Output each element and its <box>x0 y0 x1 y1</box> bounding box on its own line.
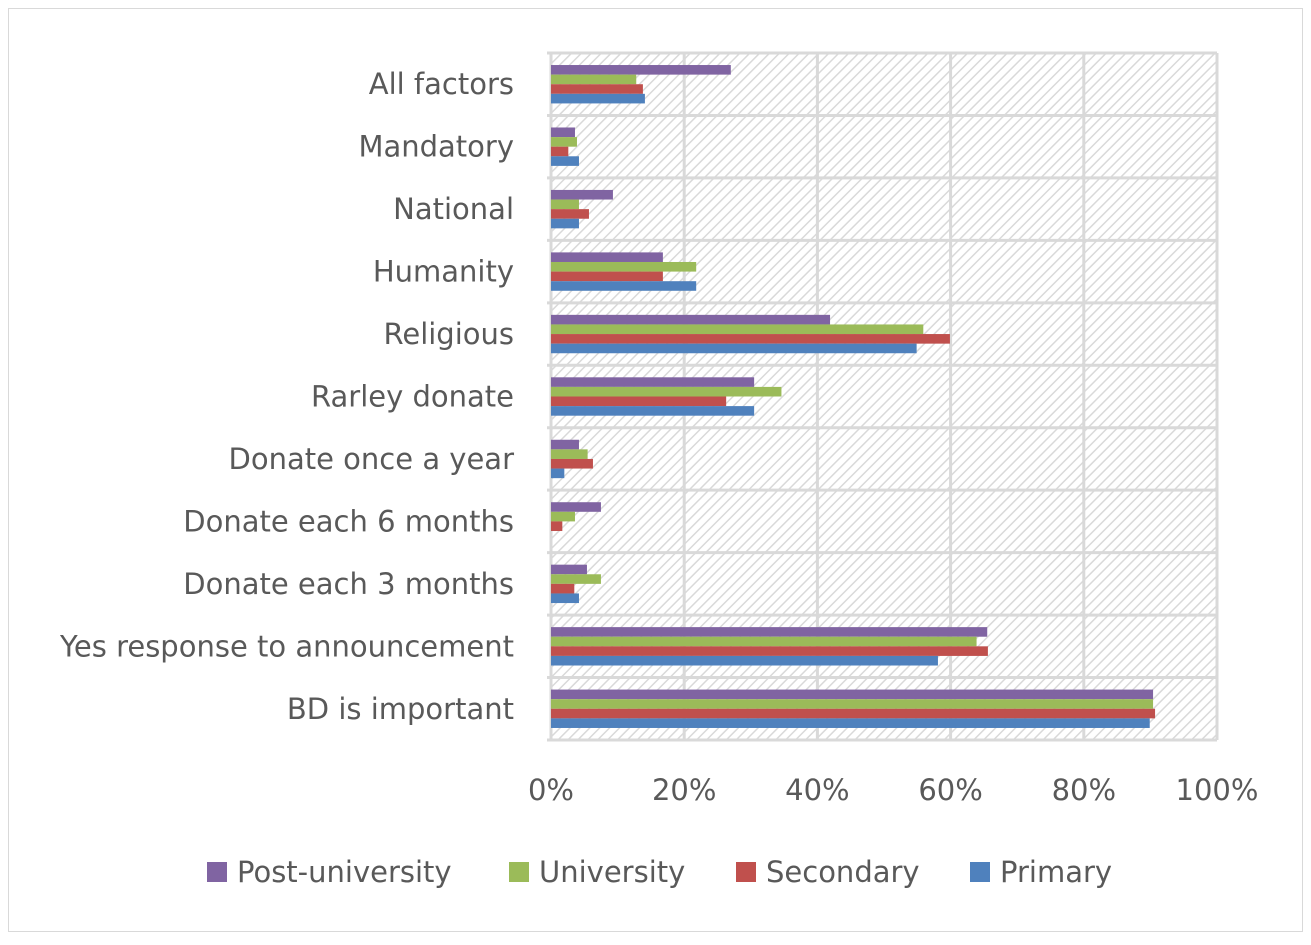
category-label: BD is important <box>287 692 514 726</box>
x-tick-label: 60% <box>918 773 982 807</box>
x-tick-label: 20% <box>652 773 716 807</box>
legend-label: Post-university <box>237 855 452 889</box>
bar-secondary <box>551 521 563 532</box>
category-label: Donate once a year <box>229 442 515 476</box>
bar-primary <box>551 93 645 104</box>
bar-university <box>551 137 577 147</box>
bar-university <box>551 574 601 584</box>
bar-post-university <box>551 377 755 387</box>
bar-university <box>551 699 1154 709</box>
legend-swatch <box>736 862 756 882</box>
legend-label: University <box>539 855 685 889</box>
bar-university <box>551 511 575 522</box>
bar-secondary <box>551 146 569 157</box>
bar-primary <box>551 718 1150 728</box>
bar-university <box>551 636 977 647</box>
bar-secondary <box>551 271 663 282</box>
bar-primary <box>551 468 565 479</box>
legend-swatch <box>509 862 529 882</box>
bar-secondary <box>551 84 643 94</box>
bar-primary <box>551 655 938 666</box>
category-label: Rarley donate <box>311 380 514 414</box>
legend-swatch <box>207 862 227 882</box>
bar-university <box>551 199 579 210</box>
x-tick-label: 80% <box>1052 773 1116 807</box>
bar-post-university <box>551 439 579 450</box>
bar-secondary <box>551 646 988 656</box>
bar-university <box>551 74 637 85</box>
bar-post-university <box>551 65 731 75</box>
bar-primary <box>551 406 755 416</box>
bar-primary <box>551 156 579 166</box>
bar-post-university <box>551 564 587 575</box>
bar-university <box>551 261 697 272</box>
category-label: Donate each 6 months <box>183 504 514 538</box>
bar-primary <box>551 593 579 604</box>
bar-university <box>551 324 924 335</box>
bar-post-university <box>551 502 601 512</box>
x-tick-label: 40% <box>785 773 849 807</box>
bar-primary <box>551 343 917 354</box>
category-label: All factors <box>369 67 514 101</box>
legend-swatch <box>970 862 990 882</box>
bar-secondary <box>551 708 1156 719</box>
bar-secondary <box>551 583 575 594</box>
bar-primary <box>551 218 579 229</box>
bar-post-university <box>551 314 831 325</box>
bar-secondary <box>551 458 593 469</box>
category-label: National <box>393 192 514 226</box>
bar-university <box>551 449 588 459</box>
x-tick-label: 0% <box>528 773 574 807</box>
category-label: Yes response to announcement <box>59 629 514 663</box>
category-label: Donate each 3 months <box>183 567 514 601</box>
bar-university <box>551 386 782 397</box>
bar-post-university <box>551 127 575 138</box>
legend-label: Primary <box>1000 855 1112 889</box>
bar-secondary <box>551 209 589 219</box>
bar-primary <box>551 281 697 291</box>
bar-secondary <box>551 396 727 407</box>
bar-post-university <box>551 252 663 262</box>
bar-secondary <box>551 334 950 344</box>
legend-label: Secondary <box>766 855 920 889</box>
bar-post-university <box>551 189 613 200</box>
category-label: Humanity <box>373 255 514 289</box>
category-label: Mandatory <box>358 130 514 164</box>
bar-post-university <box>551 627 988 637</box>
category-label: Religious <box>384 317 515 351</box>
x-tick-label: 100% <box>1176 773 1259 807</box>
bar-post-university <box>551 689 1154 700</box>
